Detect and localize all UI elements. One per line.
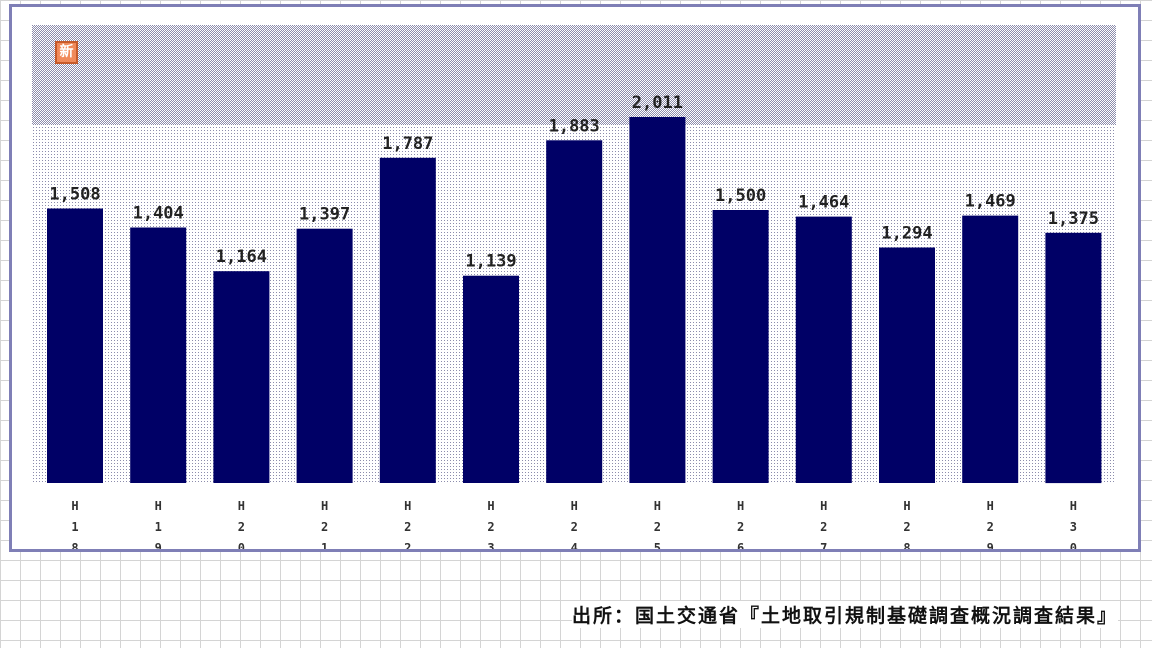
bar-value-label-h27: 1,464 xyxy=(798,193,849,213)
bar-value-label-h23: 1,139 xyxy=(465,252,516,272)
bar-value-label-h28: 1,294 xyxy=(881,224,932,244)
bar-value-label-h19: 1,404 xyxy=(133,204,184,224)
bar-h20 xyxy=(213,271,270,483)
bar-h30 xyxy=(1045,232,1102,484)
bar-chart: 1,508 1,404 1,164 1,397 1,787 1,139 1,883 2,011… xyxy=(32,25,1116,549)
bar-value-label-h21: 1,397 xyxy=(299,205,350,225)
plot-background-upper xyxy=(32,25,1116,125)
source-note: 出所：国土交通省『土地取引規制基礎調査概況調査結果』 xyxy=(571,601,1118,628)
bar-h29 xyxy=(962,215,1019,483)
chart-frame: 1,508 1,404 1,164 1,397 1,787 1,139 1,883 2,011… xyxy=(9,4,1141,552)
x-tick-labels-group: H 1 8 H 1 9 H 2 0 H 2 1 H 2 2 H 2 3 H 2 4 H 2 5 H 2 6 H 2 7 H 2 8 H 2 9 H 3 0 xyxy=(71,499,1077,549)
bar-value-label-h26: 1,500 xyxy=(715,186,766,206)
bar-value-label-h22: 1,787 xyxy=(382,134,433,154)
bar-h24 xyxy=(546,140,603,484)
bar-value-label-h30: 1,375 xyxy=(1048,209,1099,229)
new-badge-icon: 新 xyxy=(55,41,78,64)
bar-h18 xyxy=(47,208,103,483)
bar-value-label-h20: 1,164 xyxy=(216,247,267,267)
bar-value-label-h29: 1,469 xyxy=(965,192,1016,212)
bar-h23 xyxy=(463,275,519,483)
bar-value-label-h24: 1,883 xyxy=(549,116,600,136)
bars-group xyxy=(47,117,1102,484)
bar-h22 xyxy=(379,157,436,484)
bar-h28 xyxy=(879,247,935,483)
bar-h21 xyxy=(296,228,353,483)
value-labels-group: 1,508 1,404 1,164 1,397 1,787 1,139 1,883 2,011… xyxy=(49,93,1099,272)
bar-h26 xyxy=(712,210,769,483)
bar-h19 xyxy=(130,227,187,483)
bar-value-label-h18: 1,508 xyxy=(49,185,100,205)
bar-h25 xyxy=(629,117,686,483)
bar-value-label-h25: 2,011 xyxy=(632,93,683,113)
bar-h27 xyxy=(795,216,852,483)
